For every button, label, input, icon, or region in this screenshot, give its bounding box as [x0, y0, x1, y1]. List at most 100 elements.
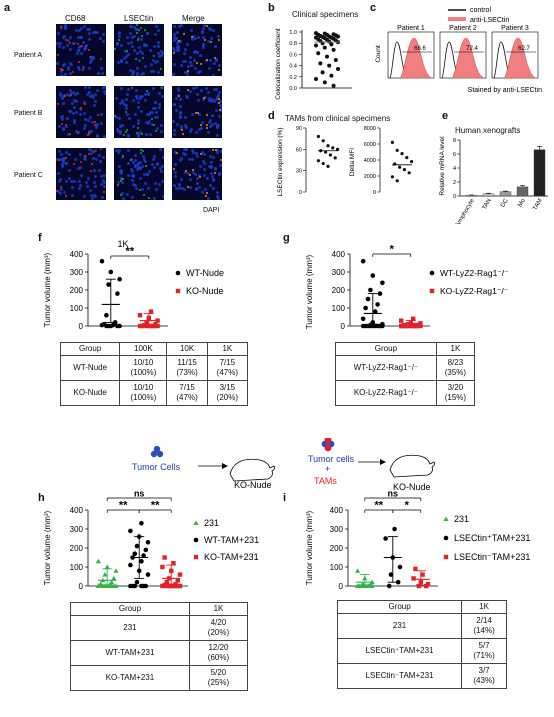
legend-label: WT-LyZ2-Rag1⁻/⁻: [440, 268, 509, 278]
point: [321, 161, 325, 166]
tick-label: 2000: [364, 174, 376, 180]
point: [326, 164, 330, 168]
point: [324, 150, 328, 154]
data-point: [175, 578, 180, 583]
category-label: Mo: [517, 197, 527, 208]
point: [395, 148, 399, 152]
data-point: [139, 559, 144, 564]
data-point: [162, 583, 167, 589]
tick-label: 100: [332, 304, 346, 313]
tick-label: 60: [296, 147, 302, 153]
table-cell: WT-Nude: [59, 355, 121, 381]
panel-f-chart: Tumor volume (mm³) 400 300 200 100 0 ** WT-Nud…: [43, 240, 224, 331]
legend-label: KO-LyZ2-Rag1⁻/⁻: [440, 286, 508, 296]
panel-b-point: [327, 63, 332, 68]
category-label: DC: [500, 197, 510, 208]
bar-dc: [499, 191, 512, 197]
table-header-cell: Group: [336, 600, 463, 614]
patient-label-c: Patient C: [14, 172, 43, 179]
tick-label: 0: [79, 322, 84, 331]
legend-anti-lsectin: anti-LSECtin: [470, 17, 509, 24]
panel-f-dose-label: 1K: [117, 240, 128, 249]
category-label: TAN: [482, 198, 493, 211]
legend-label: WT-TAM+231: [204, 535, 259, 545]
tick-label: 2: [453, 180, 456, 186]
panel-b-point: [322, 80, 327, 85]
legend-label: LSECtin⁺TAM+231: [454, 533, 530, 543]
table-cell: 231: [336, 613, 463, 639]
tick-label: 100: [330, 563, 344, 572]
table-row: LSECtin⁺TAM+231 5/7 (71%): [336, 638, 507, 664]
data-point: [177, 572, 183, 577]
tick-label: 6000: [364, 142, 376, 148]
data-point: [360, 258, 366, 264]
data-point: [162, 555, 167, 560]
bar-lymphocyte: [465, 195, 478, 197]
schematic-right-target: KO-Nude: [393, 482, 431, 492]
data-point: [377, 291, 383, 296]
point: [336, 147, 340, 151]
data-point: [411, 316, 416, 321]
sig-label: **: [126, 246, 135, 258]
histogram-title: Patient 1: [397, 25, 425, 32]
legend-label: 231: [204, 518, 219, 528]
sig-label: *: [405, 500, 410, 512]
bar-mo: [516, 186, 529, 197]
tick-label: 200: [332, 286, 346, 295]
micrograph-patient-a-lsectin: [114, 24, 164, 76]
table-header-row: Group 1K: [70, 602, 249, 616]
table-cell: WT-TAM+231: [70, 640, 190, 666]
table-header-cell: Group: [59, 342, 121, 356]
table-cell: 10/10 (100%): [119, 355, 168, 381]
table-cell: 10/10 (100%): [119, 380, 168, 406]
panel-b-point: [333, 58, 338, 62]
data-point: [139, 521, 144, 526]
tick-label: 0: [373, 190, 376, 196]
table-cell: LSECtin⁻TAM+231: [336, 663, 463, 689]
bar-tam: [533, 149, 546, 197]
data-point: [108, 269, 114, 275]
table-cell: 231: [70, 615, 190, 641]
legend-label: KO-TAM+231: [204, 552, 259, 562]
data-point: [171, 561, 176, 566]
tick-label: 0: [341, 322, 346, 331]
legend-control: control: [470, 7, 491, 14]
micrograph-patient-b-lsectin: [114, 86, 164, 138]
panel-b-tick-label: 0.6: [289, 52, 297, 58]
data-point: [115, 323, 120, 329]
panel-letter-g: g: [283, 232, 290, 244]
data-point: [134, 543, 140, 549]
tick-label: 0: [453, 194, 456, 200]
legend-label: WT-Nude: [186, 268, 224, 278]
data-point: [395, 579, 401, 585]
point: [400, 152, 404, 156]
panel-b-point: [314, 77, 318, 82]
micrograph-patient-c-lsectin: [114, 148, 164, 200]
table-cell: 12/20 (60%): [188, 640, 249, 666]
category-label: lymphocyte: [455, 197, 476, 224]
table-cell: 7/15 (47%): [166, 380, 208, 406]
point: [410, 160, 414, 164]
data-point: [106, 282, 111, 287]
data-point: [443, 554, 449, 560]
tick-label: 4: [453, 166, 456, 172]
data-point: [360, 316, 366, 322]
tick-label: 400: [70, 250, 84, 259]
table-row: KO-TAM+231 5/20 (25%): [70, 665, 249, 691]
panel-letter-f: f: [38, 232, 42, 244]
data-point: [153, 323, 158, 329]
gate-percent: 62.7: [518, 46, 530, 52]
table-header-cell: Group: [335, 342, 437, 356]
panel-b-chart: Colocalization coefficient 1.0 0.8 0.6 0.4 0…: [275, 28, 352, 100]
table-row: WT-LyZ2-Rag1⁻/⁻ 8/23 (35%): [335, 355, 476, 381]
data-point: [95, 583, 101, 588]
data-point: [424, 583, 429, 589]
panel-b-tick-label: 0.0: [289, 86, 297, 92]
channel-label-merge: Merge: [182, 14, 205, 23]
gate-percent: 72.4: [466, 46, 478, 52]
panel-b-tick-label: 0.4: [289, 64, 297, 70]
table-header-cell: Group: [70, 602, 190, 616]
data-point: [144, 320, 149, 325]
tick-label: 8000: [364, 126, 376, 132]
